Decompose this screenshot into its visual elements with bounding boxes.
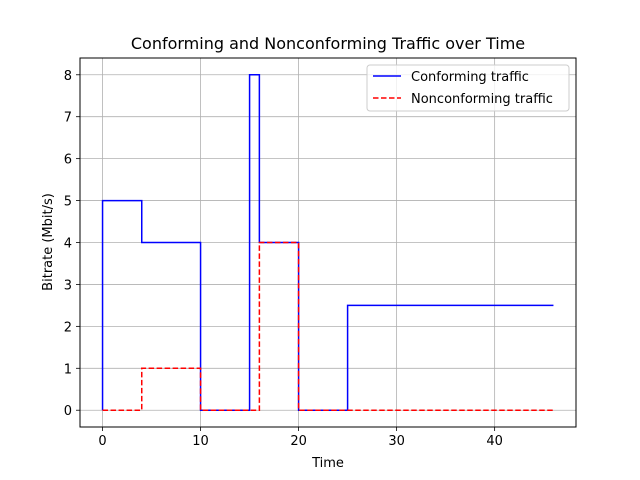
legend-label-nonconforming: Nonconforming traffic	[411, 92, 553, 107]
ticks: 0 10 20 30 40 0 1 2 3 4 5 6 7 8	[64, 69, 503, 449]
x-tick-label: 40	[486, 434, 503, 449]
x-tick-label: 30	[388, 434, 405, 449]
y-tick-label: 5	[64, 195, 72, 210]
x-tick-label: 0	[98, 434, 106, 449]
y-tick-label: 2	[64, 320, 72, 335]
y-tick-label: 6	[64, 153, 72, 168]
y-tick-label: 3	[64, 278, 72, 293]
x-tick-label: 10	[192, 434, 209, 449]
y-tick-label: 0	[64, 404, 72, 419]
y-tick-label: 7	[64, 111, 72, 126]
y-axis-label: Bitrate (Mbit/s)	[41, 193, 56, 291]
series-line-nonconforming	[102, 241, 554, 411]
x-tick-label: 20	[290, 434, 307, 449]
y-tick-label: 8	[64, 69, 72, 84]
y-tick-label: 4	[64, 237, 72, 252]
legend-box	[366, 64, 570, 112]
legend: Conforming traffic Nonconforming traffic	[366, 64, 570, 112]
series-layer	[101, 74, 554, 411]
chart-title: Conforming and Nonconforming Traffic ove…	[131, 34, 525, 53]
y-tick-label: 1	[64, 362, 72, 377]
x-axis-label: Time	[311, 456, 344, 471]
legend-label-conforming: Conforming traffic	[411, 70, 529, 85]
